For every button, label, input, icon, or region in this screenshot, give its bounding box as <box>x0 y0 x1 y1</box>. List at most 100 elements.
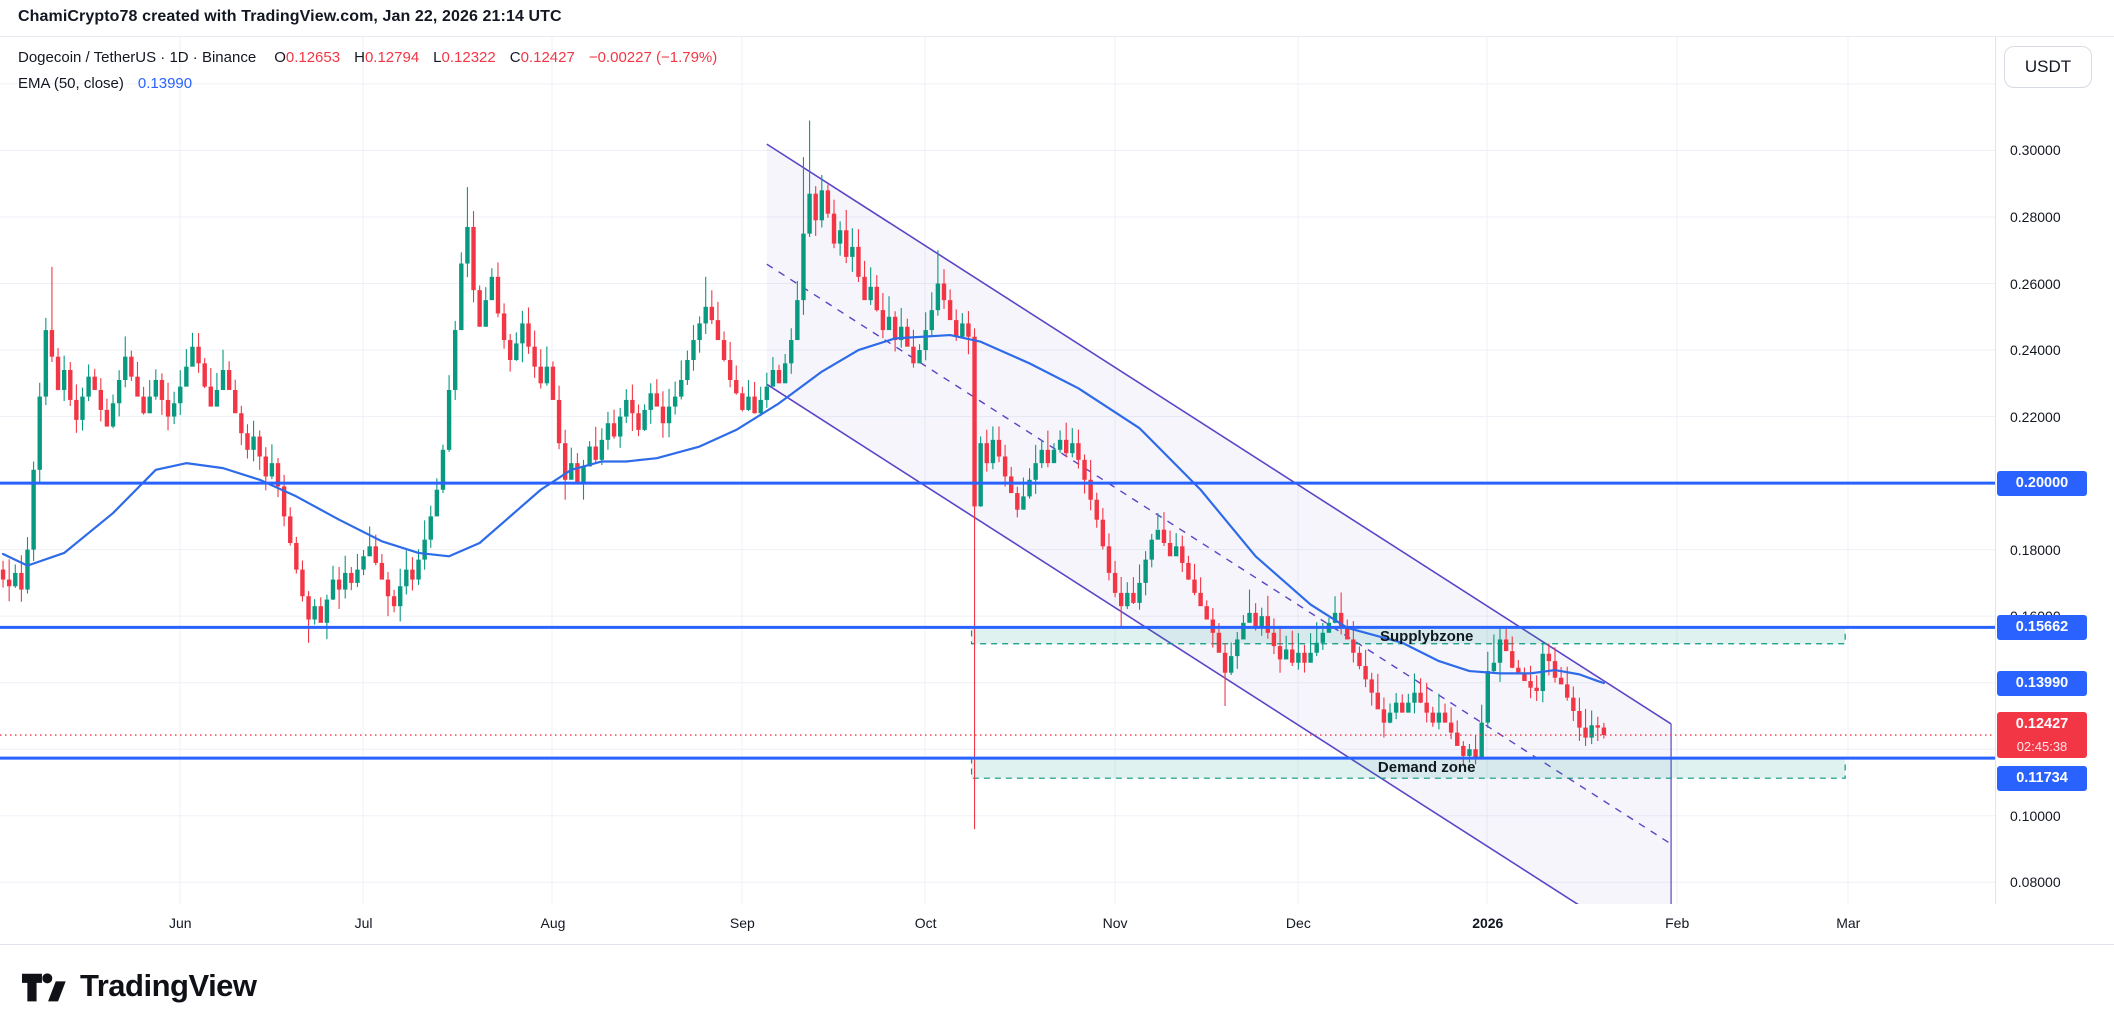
candle-body <box>1063 439 1069 454</box>
candle-body <box>1345 626 1350 640</box>
supply-zone-label: Supplybzone <box>1380 628 1474 646</box>
candle-body <box>837 230 843 244</box>
candle-body <box>947 300 953 321</box>
candle-body <box>1510 651 1515 668</box>
candle-body <box>300 569 305 597</box>
candle-body <box>660 406 666 424</box>
price-tick: 0.08000 <box>2010 874 2061 891</box>
candle-body <box>593 446 598 460</box>
candle-body <box>624 399 629 417</box>
currency-toggle-button[interactable]: USDT <box>2004 46 2092 88</box>
time-axis-label: Sep <box>729 915 755 931</box>
candle-body <box>1161 529 1167 543</box>
candle-body <box>263 456 268 477</box>
candle-body <box>1076 443 1081 460</box>
ema-value-badge: 0.13990 <box>1997 670 2087 696</box>
candle-body <box>398 586 403 607</box>
candle-body <box>178 386 183 404</box>
high-value: H0.12794 <box>354 49 420 66</box>
candle-body <box>1436 712 1442 723</box>
candle-body <box>752 396 757 414</box>
time-axis-label: Mar <box>1836 915 1861 931</box>
demand-zone[interactable] <box>970 757 1846 779</box>
candle-body <box>1021 496 1026 510</box>
candle-body <box>1369 679 1374 693</box>
candle-body <box>1094 499 1099 520</box>
chart-canvas[interactable] <box>0 37 1995 904</box>
candle-body <box>324 599 330 623</box>
candle-body <box>1039 449 1044 464</box>
candle-body <box>349 572 354 583</box>
candle-body <box>104 409 110 427</box>
candle-body <box>245 433 250 450</box>
candle-body <box>1332 612 1338 623</box>
candle-body <box>196 346 201 364</box>
chart-pane[interactable]: Dogecoin / TetherUS · 1D · Binance O0.12… <box>0 36 2114 945</box>
candle-body <box>1045 449 1051 464</box>
title-bar: ChamiCrypto78 created with TradingView.c… <box>0 0 2114 36</box>
price-scale[interactable]: 0.30000 0.28000 0.26000 0.24000 0.22000 0.180… <box>1995 37 2114 945</box>
candle-body <box>1338 612 1344 627</box>
candle-body <box>1583 727 1588 738</box>
price-tick: 0.26000 <box>2010 275 2061 292</box>
candle-body <box>758 399 763 414</box>
candle-body <box>1100 519 1106 547</box>
symbol-title[interactable]: Dogecoin / TetherUS · 1D · Binance <box>18 49 257 66</box>
candle-body <box>569 463 574 480</box>
candle-body <box>1485 671 1490 723</box>
candle-body <box>471 226 476 291</box>
candle-body <box>202 363 207 387</box>
candle-body <box>954 320 959 337</box>
candle-body <box>1351 639 1356 653</box>
candle-body <box>587 446 592 467</box>
price-tick: 0.24000 <box>2010 342 2061 359</box>
candle-body <box>734 379 739 394</box>
candle-body <box>990 439 996 464</box>
ema-value: 0.13990 <box>137 75 193 92</box>
candle-body <box>153 379 159 397</box>
level-price-badge: 0.11734 <box>1997 765 2087 791</box>
time-scale[interactable]: Jun Jul Aug Sep Oct Nov Dec 2026 Feb Mar <box>0 904 2114 945</box>
candle-body <box>385 579 391 597</box>
candle-body <box>440 449 446 490</box>
candle-body <box>135 376 140 397</box>
candle-body <box>1296 652 1301 663</box>
candle-body <box>1375 692 1381 710</box>
tradingview-logo[interactable]: TradingView <box>22 966 257 1006</box>
candle-body <box>55 356 61 390</box>
candle-body <box>520 323 525 344</box>
candle-body <box>74 399 79 420</box>
price-tick: 0.28000 <box>2010 208 2061 225</box>
price-tick: 0.30000 <box>2010 142 2061 159</box>
candle-body <box>1442 712 1448 723</box>
candle-body <box>1516 667 1521 675</box>
time-axis-label: Feb <box>1665 915 1690 931</box>
candle-body <box>80 396 85 420</box>
candle-body <box>654 393 660 407</box>
candle-body <box>1051 449 1057 464</box>
channel-lower-line[interactable] <box>766 383 1671 904</box>
time-axis-label: Jun <box>168 915 192 931</box>
level-price-badge: 0.20000 <box>1997 470 2087 496</box>
candle-body <box>165 399 171 417</box>
candle-body <box>25 549 30 590</box>
candle-body <box>617 416 623 437</box>
candle-body <box>434 489 440 517</box>
candle-body <box>1186 562 1191 580</box>
candle-body <box>489 276 495 301</box>
candle-body <box>1528 681 1533 688</box>
candle-body <box>214 389 220 407</box>
candle-body <box>868 286 873 301</box>
candle-body <box>1259 616 1264 627</box>
supply-zone[interactable] <box>970 626 1846 645</box>
candle-body <box>1216 632 1222 653</box>
candle-body <box>1491 662 1497 672</box>
ema-label[interactable]: EMA (50, close) <box>18 75 124 92</box>
candle-body <box>789 340 794 364</box>
candle-body <box>343 572 348 590</box>
candle-body <box>941 283 947 301</box>
candle-body <box>1357 652 1362 667</box>
candle-body <box>1033 463 1038 480</box>
candle-body <box>294 542 299 570</box>
symbol-ohlc-row: Dogecoin / TetherUS · 1D · Binance O0.12… <box>18 49 717 73</box>
